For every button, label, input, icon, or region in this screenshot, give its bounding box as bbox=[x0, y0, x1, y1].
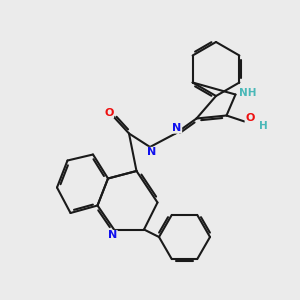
Text: N: N bbox=[147, 147, 156, 158]
Text: N: N bbox=[172, 123, 182, 133]
Text: O: O bbox=[245, 113, 255, 123]
Text: H: H bbox=[259, 121, 268, 131]
Text: N: N bbox=[108, 230, 117, 241]
Text: NH: NH bbox=[239, 88, 257, 98]
Text: O: O bbox=[104, 107, 114, 118]
